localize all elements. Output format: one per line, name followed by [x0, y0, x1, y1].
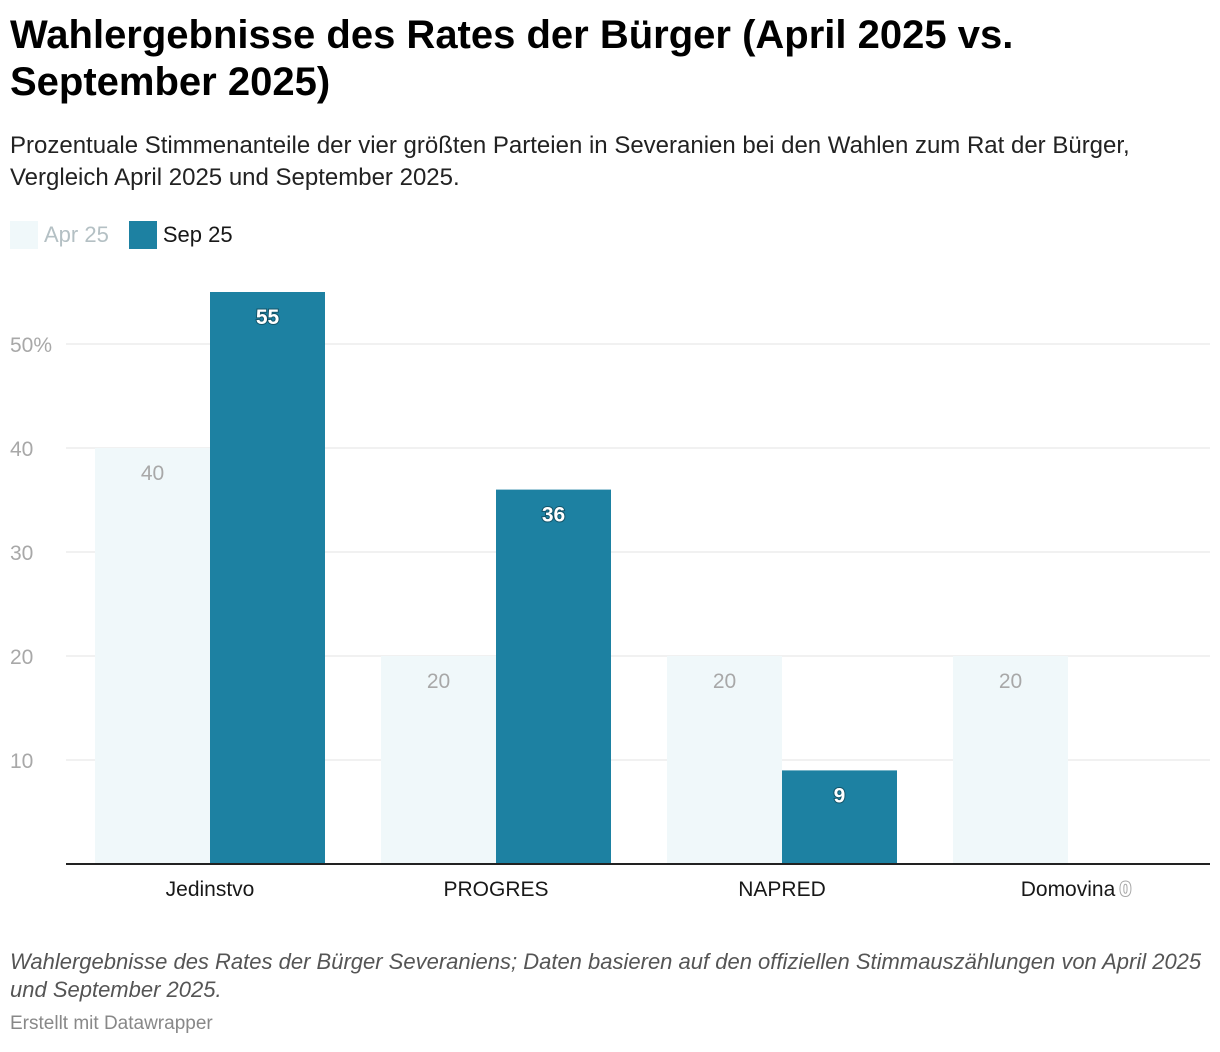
- chart-title: Wahlergebnisse des Rates der Bürger (Apr…: [10, 13, 1014, 104]
- bar-napred-apr-25: [667, 656, 782, 864]
- bar-chart: 10 20 30 40 50% 40 55 Jedinstvo 20 36 PROGRES 20 9 NA…: [10, 292, 1210, 902]
- chart-notes: Wahlergebnisse des Rates der Bürger Seve…: [10, 949, 1202, 1002]
- legend-label-apr: Apr 25: [44, 222, 109, 247]
- x-tick-label-napred: NAPRED: [738, 878, 826, 901]
- bar-jedinstvo-sep-25: [210, 292, 325, 864]
- bar-progres-apr-25: [381, 656, 496, 864]
- data-label-jedinstvo-apr-25: 40: [141, 462, 164, 485]
- data-label-jedinstvo-sep-25: 55: [256, 306, 280, 329]
- y-tick-label-20: 20: [10, 646, 33, 669]
- bar-domovina-apr-25: [953, 656, 1068, 864]
- y-tick-label-30: 30: [10, 542, 33, 565]
- legend-item-apr: Apr 25: [10, 221, 109, 249]
- x-tick-label-jedinstvo: Jedinstvo: [166, 878, 255, 901]
- y-tick-label-40: 40: [10, 438, 33, 461]
- data-label-progres-sep-25: 36: [542, 504, 565, 527]
- legend-label-sep: Sep 25: [162, 222, 233, 247]
- data-label-domovina-sep-25: 0: [1120, 878, 1132, 901]
- legend-swatch-apr: [10, 221, 38, 249]
- legend-item-sep: Sep 25: [128, 221, 233, 249]
- y-tick-label-10: 10: [10, 750, 33, 773]
- data-label-napred-sep-25: 9: [834, 784, 846, 807]
- legend-swatch-sep: [128, 221, 157, 249]
- bar-jedinstvo-apr-25: [95, 448, 210, 864]
- bar-progres-sep-25: [496, 489, 611, 864]
- y-tick-label-50: 50%: [10, 334, 52, 357]
- data-label-domovina-apr-25: 20: [999, 670, 1022, 693]
- bar-napred-sep-25: [782, 770, 897, 864]
- data-label-napred-apr-25: 20: [713, 670, 736, 693]
- chart-subtitle: Prozentuale Stimmenanteile der vier größ…: [10, 132, 1130, 191]
- x-tick-label-progres: PROGRES: [443, 878, 548, 901]
- data-label-progres-apr-25: 20: [427, 670, 450, 693]
- legend: Apr 25 Sep 25: [10, 221, 253, 249]
- x-tick-label-domovina: Domovina: [1021, 878, 1116, 901]
- chart-credit: Erstellt mit Datawrapper: [10, 1013, 213, 1034]
